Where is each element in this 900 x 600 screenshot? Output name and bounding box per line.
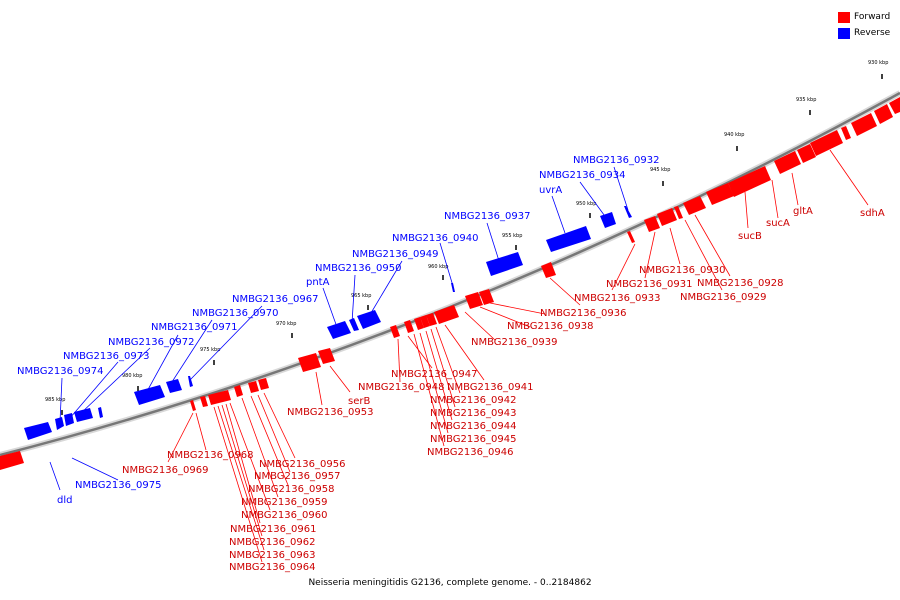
gene-label: NMBG2136_0941 [447,382,533,393]
tick-985: 985 kbp [45,397,65,403]
gene-label: NMBG2136_0974 [17,366,103,377]
tick-950: 950 kbp [576,201,596,207]
tick-980: 980 kbp [122,373,142,379]
gene-label: NMBG2136_0949 [352,249,438,260]
gene-label: NMBG2136_0957 [254,471,340,482]
reverse-callouts [49,166,629,491]
gene-label: NMBG2136_0950 [315,263,401,274]
reverse-gene-blocks [24,206,632,440]
genome-caption: Neisseria meningitidis G2136, complete g… [308,578,592,588]
legend-item-reverse: Reverse [838,25,898,41]
tick-970: 970 kbp [276,321,296,327]
gene-label: NMBG2136_0947 [391,369,477,380]
gene-label: NMBG2136_0970 [192,308,278,319]
gene-label: NMBG2136_0964 [229,562,315,573]
gene-label: NMBG2136_0975 [75,480,161,491]
gene-label: NMBG2136_0932 [573,155,659,166]
reverse-gene-labels: NMBG2136_0932 NMBG2136_0934 uvrA NMBG213… [17,155,659,506]
tick-935: 935 kbp [796,97,816,103]
legend-item-forward: Forward [838,9,898,25]
tick-940: 940 kbp [724,132,744,138]
gene-label: sucB [738,231,762,242]
gene-label: NMBG2136_0929 [680,292,766,303]
gene-label: NMBG2136_0930 [639,265,725,276]
gene-label: serB [348,396,370,407]
gene-label: NMBG2136_0939 [471,337,557,348]
gene-label: NMBG2136_0943 [430,408,516,419]
gene-label: NMBG2136_0934 [539,170,625,181]
forward-swatch [838,11,850,23]
gene-label: NMBG2136_0971 [151,322,237,333]
gene-label: NMBG2136_0972 [108,337,194,348]
gene-label: NMBG2136_0969 [122,465,208,476]
tick-945: 945 kbp [650,167,670,173]
tick-930: 930 kbp [868,60,888,66]
gene-label: NMBG2136_0973 [63,351,149,362]
tick-955: 955 kbp [502,233,522,239]
scale-ticks: 930 kbp 935 kbp 940 kbp 945 kbp 950 kbp … [45,60,888,403]
forward-gene-labels: sdhA gltA sucA sucB NMBG2136_0928 NMBG21… [122,206,885,573]
gene-label: NMBG2136_0963 [229,550,315,561]
gene-label: NMBG2136_0937 [444,211,530,222]
gene-label: uvrA [539,185,562,196]
gene-label: NMBG2136_0936 [540,308,626,319]
legend: Forward Reverse [838,9,898,41]
gene-label: NMBG2136_0967 [232,294,318,305]
legend-label: Reverse [854,28,891,38]
legend-label: Forward [854,12,891,22]
gene-label: NMBG2136_0956 [259,459,345,470]
gene-label: sucA [766,218,790,229]
gene-label: pntA [306,277,330,288]
scale-tick-marks [61,74,883,415]
gene-label: NMBG2136_0959 [241,497,327,508]
forward-gene-blocks [0,97,900,470]
tick-975: 975 kbp [200,347,220,353]
gene-label: NMBG2136_0938 [507,321,593,332]
gene-label: gltA [793,206,813,217]
tick-960: 960 kbp [428,264,448,270]
tick-965: 965 kbp [351,293,371,299]
gene-label: NMBG2136_0961 [230,524,316,535]
gene-label: NMBG2136_0931 [606,279,692,290]
gene-label: NMBG2136_0946 [427,447,513,458]
gene-label: NMBG2136_0945 [430,434,516,445]
gene-label: NMBG2136_0953 [287,407,373,418]
gene-label: NMBG2136_0944 [430,421,516,432]
gene-label: NMBG2136_0968 [167,450,253,461]
gene-label: NMBG2136_0933 [574,293,660,304]
gene-label: NMBG2136_0962 [229,537,315,548]
gene-label: dld [57,495,72,506]
gene-label: NMBG2136_0942 [430,395,516,406]
gene-label: sdhA [860,208,885,219]
gene-label: NMBG2136_0928 [697,278,783,289]
gene-label: NMBG2136_0960 [241,510,327,521]
gene-label: NMBG2136_0958 [248,484,334,495]
gene-label: NMBG2136_0948 [358,382,444,393]
forward-callouts [167,149,869,563]
gene-label: NMBG2136_0940 [392,233,478,244]
reverse-swatch [838,27,850,39]
